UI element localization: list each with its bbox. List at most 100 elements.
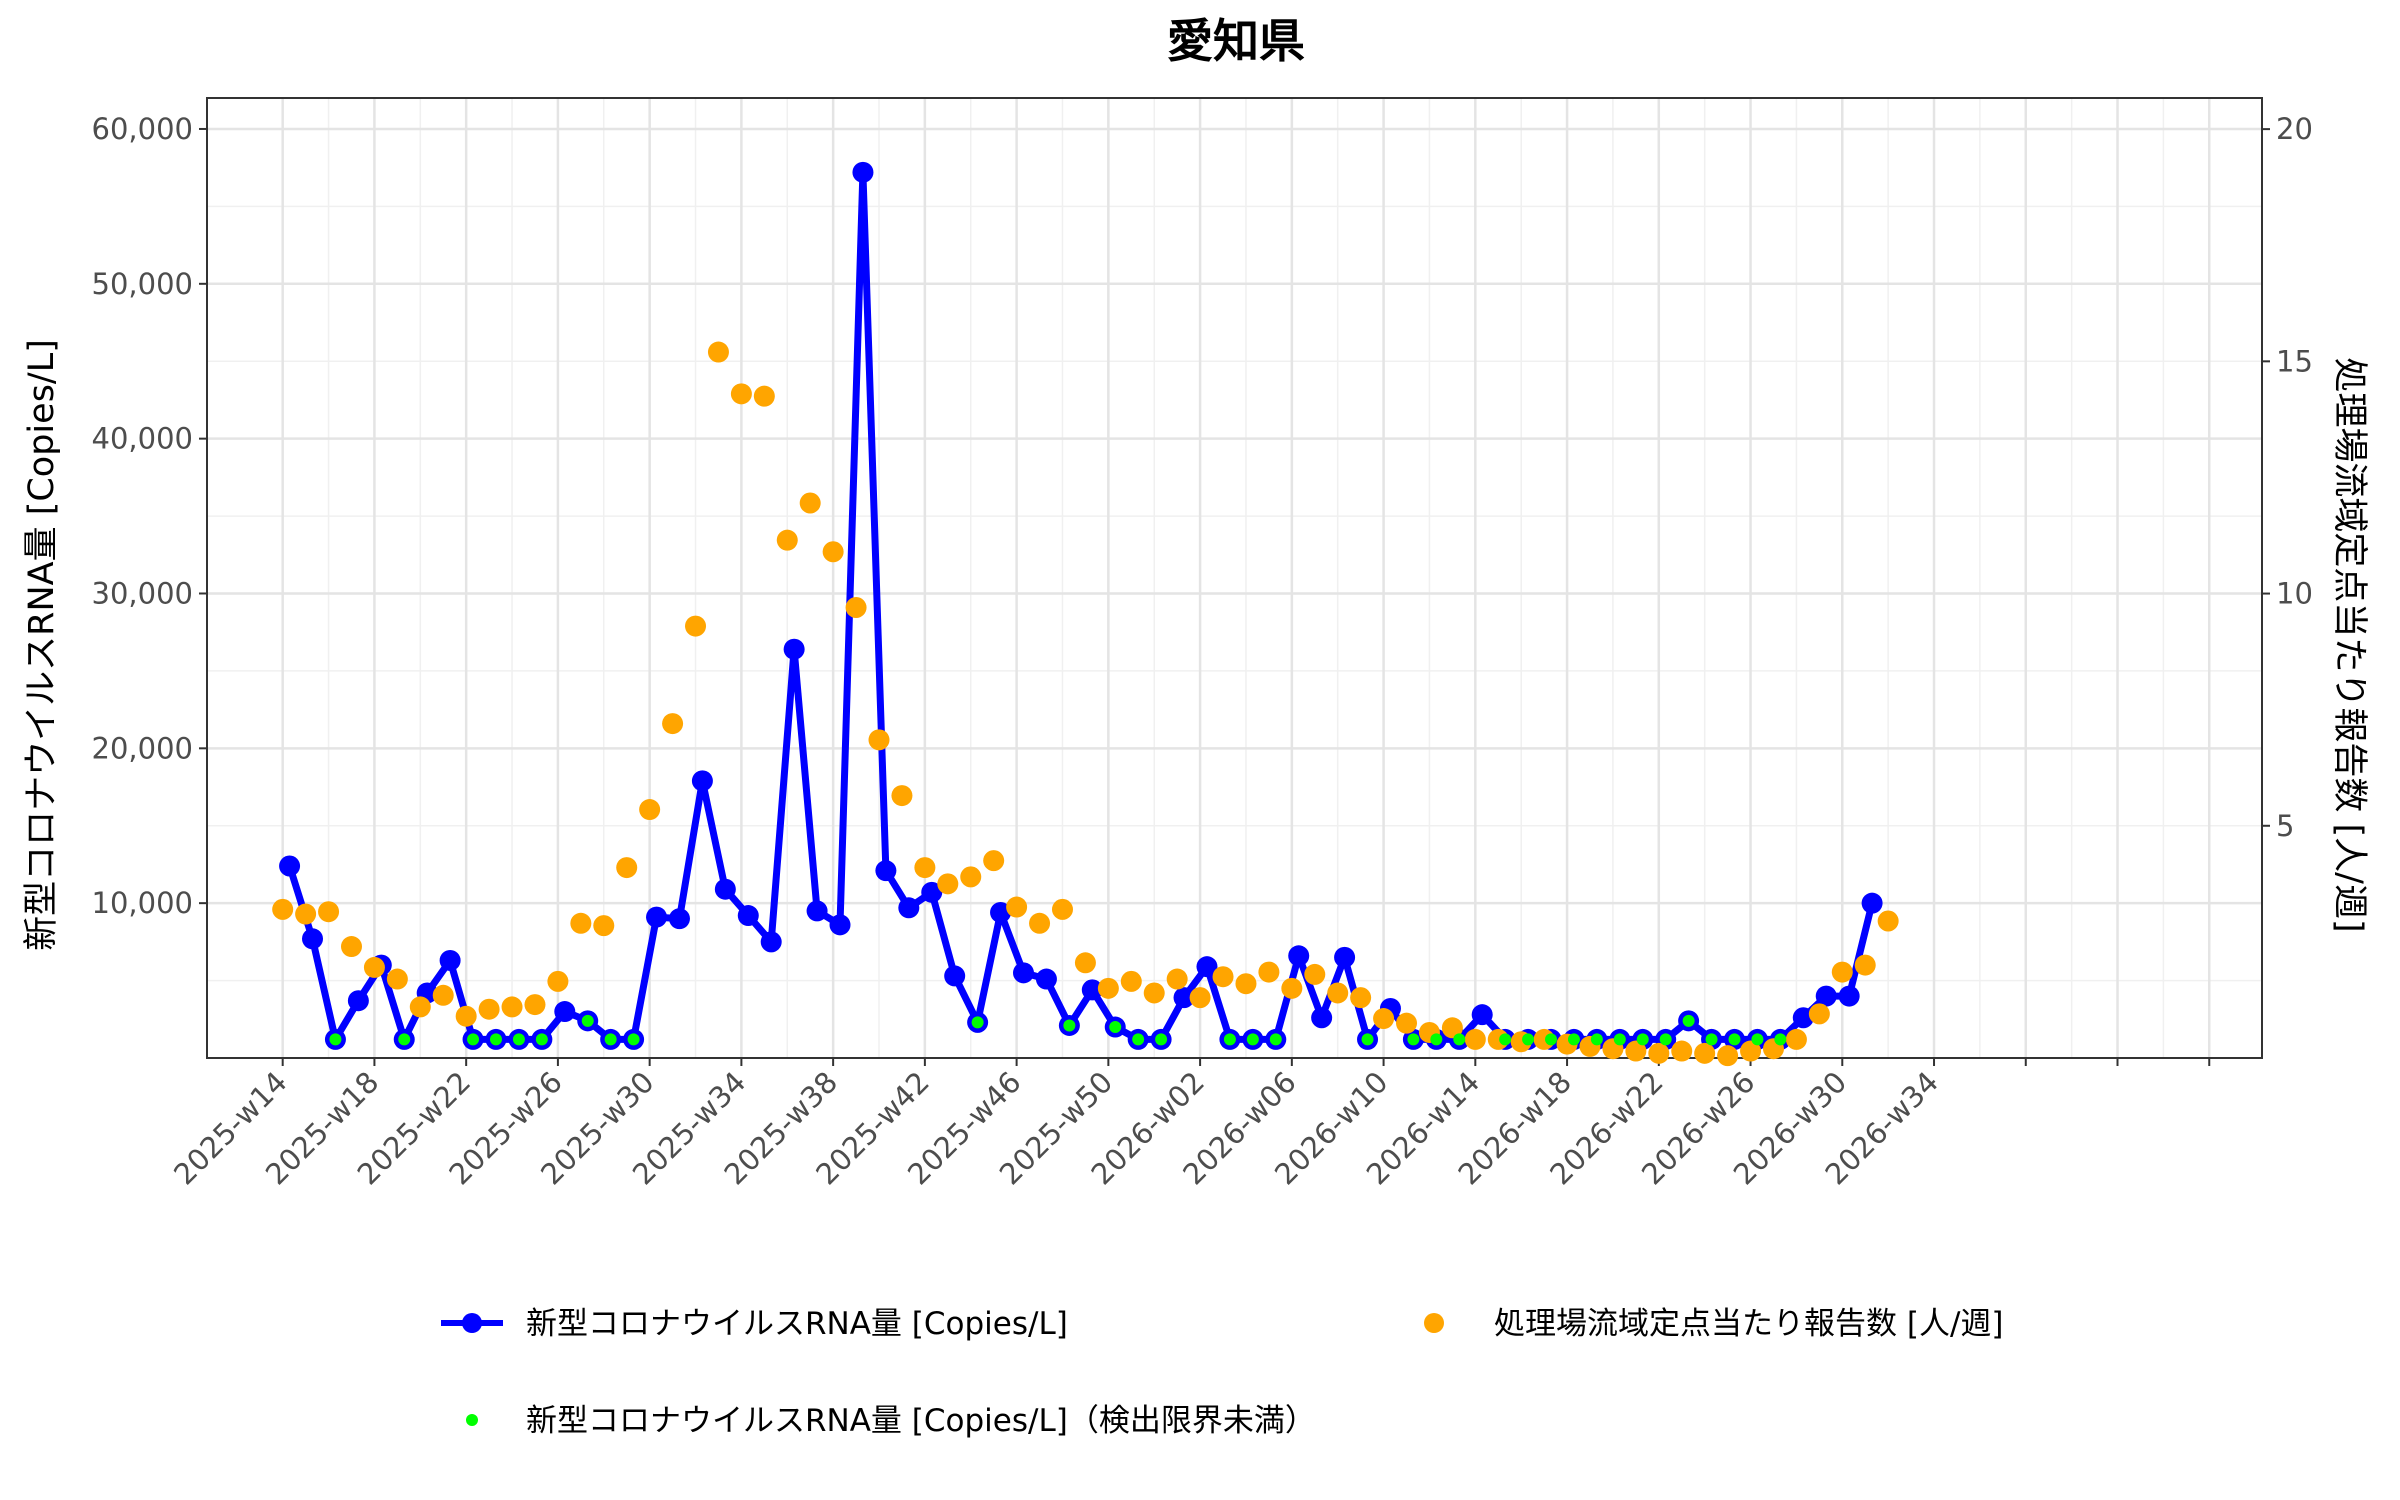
- report-point: [685, 615, 707, 637]
- rna-point: [783, 638, 805, 660]
- rna-point: [944, 965, 966, 987]
- y-axis-left-title: 新型コロナウイルスRNA量 [Copies/L]: [22, 339, 62, 951]
- legend-item-below-limit: 新型コロナウイルスRNA量 [Copies/L]（検出限界未満）: [466, 1403, 1316, 1439]
- below-limit-point: [1659, 1033, 1672, 1046]
- legend-marker-rna: [462, 1313, 482, 1333]
- report-point: [409, 996, 431, 1018]
- report-point: [295, 903, 317, 925]
- report-point: [1877, 910, 1899, 932]
- report-point: [1854, 954, 1876, 976]
- legend-marker-below-limit: [466, 1414, 478, 1426]
- report-point: [1097, 977, 1119, 999]
- report-point: [1441, 1017, 1463, 1039]
- report-point: [1189, 987, 1211, 1009]
- rna-point: [1035, 968, 1057, 990]
- report-point: [1785, 1028, 1807, 1050]
- below-limit-point: [1705, 1033, 1718, 1046]
- y-axis-left-tick-label: 30,000: [92, 576, 193, 610]
- rna-point: [760, 931, 782, 953]
- y-axis-right-title: 処理場流域定点当たり報告数 [人/週]: [2329, 357, 2369, 932]
- below-limit-point: [1590, 1033, 1603, 1046]
- rna-point: [1173, 987, 1195, 1009]
- below-limit-point: [512, 1033, 525, 1046]
- rna-point: [737, 905, 759, 927]
- report-point: [891, 785, 913, 807]
- below-limit-point: [398, 1033, 411, 1046]
- report-point: [776, 529, 798, 551]
- report-point: [1717, 1045, 1739, 1067]
- below-limit-point: [1728, 1033, 1741, 1046]
- report-point: [547, 970, 569, 992]
- below-limit-point: [604, 1033, 617, 1046]
- report-point: [1350, 987, 1372, 1009]
- y-axis-left-tick-label: 20,000: [92, 731, 193, 765]
- report-point: [707, 341, 729, 363]
- below-limit-point: [1499, 1033, 1512, 1046]
- report-point: [730, 383, 752, 405]
- below-limit-point: [1063, 1019, 1076, 1032]
- below-limit-point: [1522, 1033, 1535, 1046]
- below-limit-point: [1682, 1014, 1695, 1027]
- rna-point: [279, 855, 301, 877]
- report-point: [386, 968, 408, 990]
- rna-point: [347, 990, 369, 1012]
- report-point: [478, 998, 500, 1020]
- report-point: [1235, 973, 1257, 995]
- y-axis-right-tick-label: 20: [2276, 112, 2313, 146]
- rna-point: [668, 908, 690, 930]
- below-limit-point: [1246, 1033, 1259, 1046]
- below-limit-point: [1567, 1033, 1580, 1046]
- plot-area: 10,000 20,000 30,000 40,000 50,000 60,000 5 10 1…: [92, 97, 2313, 1191]
- report-point: [1373, 1008, 1395, 1030]
- report-point: [432, 984, 454, 1006]
- rna-point: [875, 860, 897, 882]
- plot-background: [207, 98, 2262, 1058]
- rna-point: [852, 161, 874, 183]
- report-point: [318, 901, 340, 923]
- below-limit-point: [971, 1016, 984, 1029]
- below-limit-point: [329, 1033, 342, 1046]
- y-axis-right-tick-label: 5: [2276, 809, 2294, 843]
- report-point: [501, 996, 523, 1018]
- report-point: [455, 1005, 477, 1027]
- report-point: [340, 936, 362, 958]
- chart-title: 愛知県: [1167, 14, 1305, 68]
- report-point: [960, 866, 982, 888]
- report-point: [272, 898, 294, 920]
- below-limit-point: [1361, 1033, 1374, 1046]
- report-point: [1051, 898, 1073, 920]
- rna-point: [1196, 956, 1218, 978]
- rna-point: [439, 949, 461, 971]
- report-point: [1648, 1042, 1670, 1064]
- report-point: [1304, 963, 1326, 985]
- below-limit-point: [627, 1033, 640, 1046]
- below-limit-point: [1545, 1033, 1558, 1046]
- report-point: [1258, 961, 1280, 983]
- rna-point: [691, 770, 713, 792]
- below-limit-point: [1155, 1033, 1168, 1046]
- report-point: [1808, 1003, 1830, 1025]
- report-point: [1029, 912, 1051, 934]
- report-point: [799, 492, 821, 514]
- report-point: [363, 956, 385, 978]
- legend-item-rna: 新型コロナウイルスRNA量 [Copies/L]: [441, 1306, 1068, 1342]
- below-limit-point: [1109, 1021, 1122, 1034]
- rna-point: [714, 878, 736, 900]
- report-point: [1166, 968, 1188, 990]
- report-point: [1396, 1012, 1418, 1034]
- rna-point: [302, 928, 324, 950]
- rna-point: [898, 897, 920, 919]
- below-limit-point: [581, 1014, 594, 1027]
- y-axis-left-tick-label: 40,000: [92, 422, 193, 456]
- report-point: [914, 857, 936, 879]
- rna-point: [990, 901, 1012, 923]
- report-point: [1212, 966, 1234, 988]
- report-point: [639, 799, 661, 821]
- below-limit-point: [1430, 1033, 1443, 1046]
- below-limit-point: [1636, 1033, 1649, 1046]
- report-point: [753, 385, 775, 407]
- below-limit-point: [1223, 1033, 1236, 1046]
- legend-label-rna: 新型コロナウイルスRNA量 [Copies/L]: [526, 1306, 1068, 1342]
- report-point: [1120, 970, 1142, 992]
